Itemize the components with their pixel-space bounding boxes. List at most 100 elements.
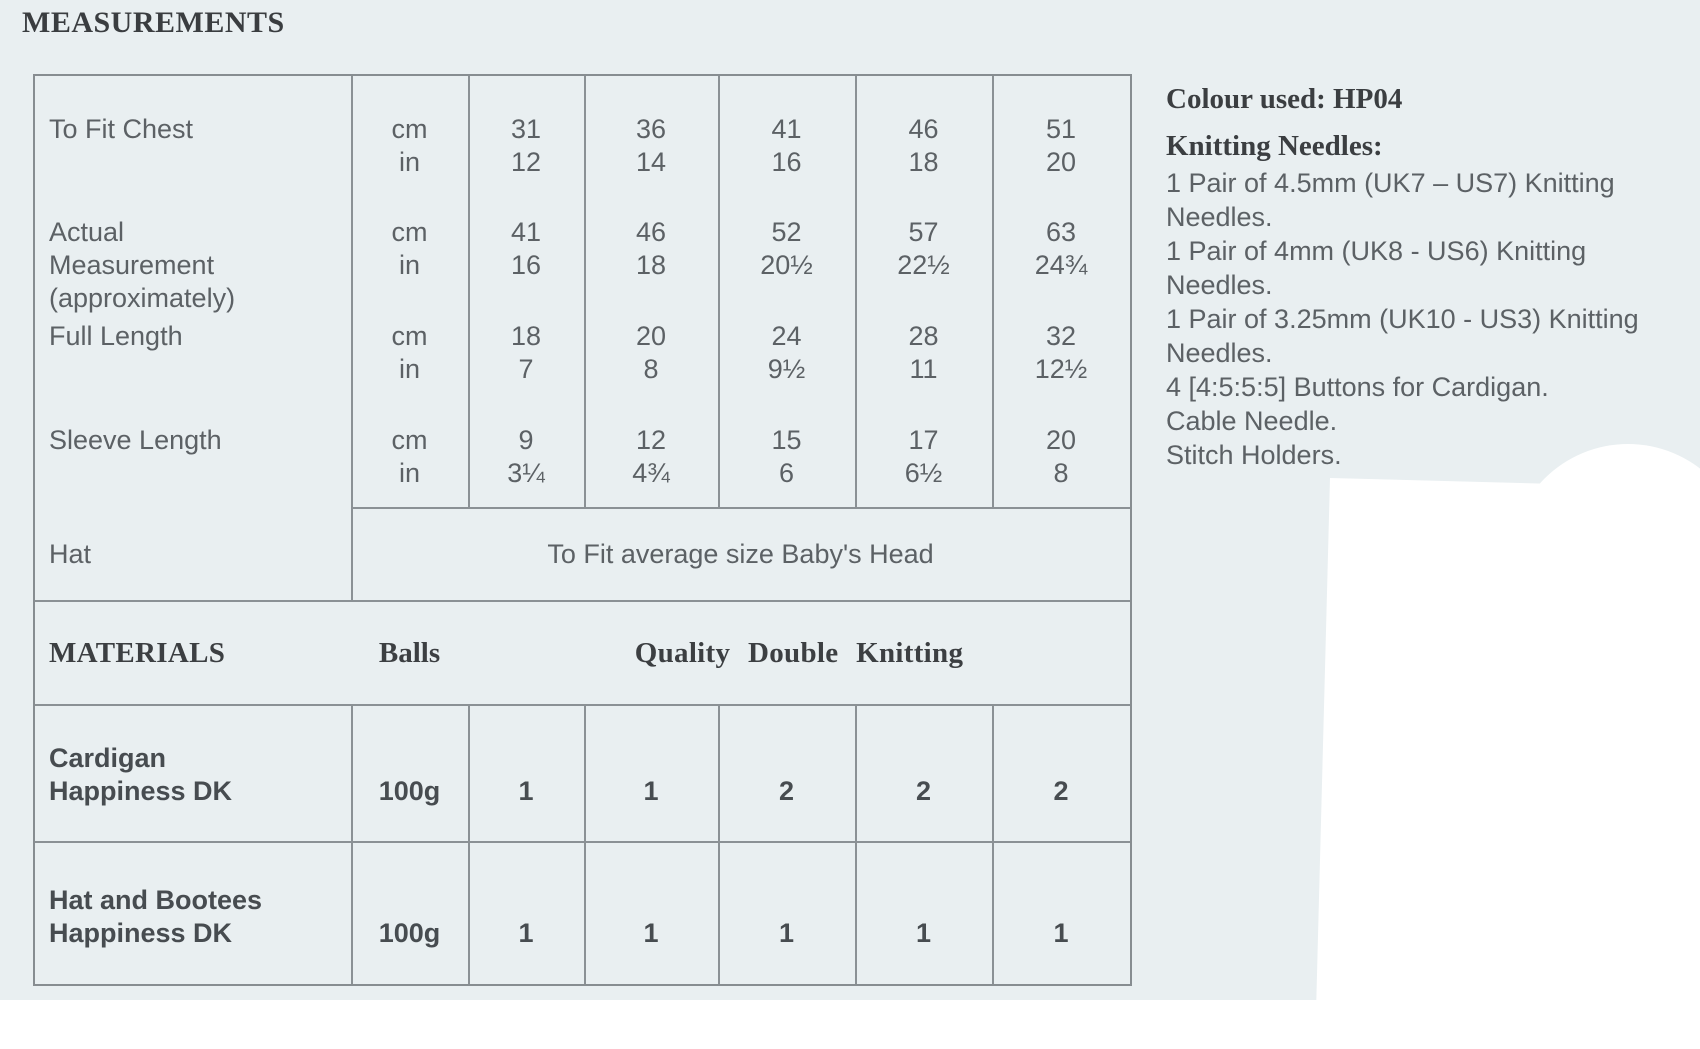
table-hline xyxy=(35,704,1130,706)
colour-used-heading: Colour used: HP04 xyxy=(1166,83,1403,115)
measurement-label: Full Length xyxy=(49,321,183,351)
measurement-value: 41 xyxy=(771,114,802,144)
table-vline xyxy=(468,841,470,984)
measurement-value: 7 xyxy=(518,354,534,384)
material-value: 1 xyxy=(778,918,795,948)
table-vline xyxy=(992,76,994,507)
measurement-value: 16 xyxy=(510,250,542,280)
table-vline xyxy=(718,76,720,507)
measurement-value: 3¼ xyxy=(507,458,545,488)
material-line: Hat and Bootees xyxy=(35,884,1130,916)
measurement-unit: cm xyxy=(391,217,428,247)
measurement-value: 18 xyxy=(510,321,542,351)
measurement-value: 52 xyxy=(771,217,802,247)
measurement-line: Sleeve Length cm 9 12 15 17 20 xyxy=(35,424,1130,456)
measurement-value: 18 xyxy=(908,147,939,177)
table-vline xyxy=(468,704,470,843)
material-value: 2 xyxy=(1053,776,1069,806)
needles-list-line: Stitch Holders. xyxy=(1166,440,1342,470)
measurement-value: 24¾ xyxy=(1034,250,1088,280)
measurement-unit: cm xyxy=(391,321,428,351)
measurement-value: 46 xyxy=(908,114,939,144)
table-hline xyxy=(35,600,1130,602)
measurement-label: Sleeve Length xyxy=(49,425,222,455)
hat-row-value: To Fit average size Baby's Head xyxy=(547,539,934,569)
materials-quality-label: Quality Double Knitting xyxy=(634,636,964,669)
measurement-value: 6½ xyxy=(904,458,943,488)
table-hline xyxy=(35,841,1130,843)
material-label: Hat and Bootees xyxy=(49,885,263,915)
material-value: 1 xyxy=(915,918,932,948)
measurement-unit: in xyxy=(398,147,420,177)
measurement-label: To Fit Chest xyxy=(49,114,194,144)
measurement-value: 11 xyxy=(909,354,938,384)
materials-header-row: MATERIALS Balls Quality Double Knitting xyxy=(35,602,1130,704)
measurement-label: Actual xyxy=(49,217,125,247)
measurement-value: 24 xyxy=(771,321,802,351)
material-value: 1 xyxy=(643,918,659,948)
table-vline xyxy=(351,76,353,507)
needles-list-line: Needles. xyxy=(1166,270,1273,300)
measurement-value: 9½ xyxy=(767,354,806,384)
measurement-unit: cm xyxy=(391,425,428,455)
material-unit: 100g xyxy=(378,776,441,806)
measurement-line: Full Length cm 18 20 24 28 32 xyxy=(35,320,1130,352)
table-vline xyxy=(351,841,353,984)
measurement-unit: in xyxy=(398,250,420,280)
measurement-value: 46 xyxy=(635,217,667,247)
measurements-section: To Fit Chest cm 31 36 41 46 51 in 12 14 16 18 20 Actu… xyxy=(35,76,1130,507)
measurements-table: To Fit Chest cm 31 36 41 46 51 in 12 14 16 18 20 Actu… xyxy=(33,74,1132,986)
hat-row: Hat To Fit average size Baby's Head xyxy=(35,509,1130,600)
table-vline xyxy=(718,841,720,984)
table-vline xyxy=(855,704,857,843)
material-value: 1 xyxy=(518,918,534,948)
measurement-label: Measurement xyxy=(49,250,215,280)
measurement-value: 20 xyxy=(1045,425,1077,455)
knitting-needles-heading: Knitting Needles: xyxy=(1166,130,1383,162)
material-label: Happiness DK xyxy=(49,918,233,948)
table-vline xyxy=(584,704,586,843)
measurement-value: 17 xyxy=(908,425,939,455)
needles-list: 1 Pair of 4.5mm (UK7 – US7) Knitting Need… xyxy=(1166,166,1686,472)
material-value: 1 xyxy=(643,776,659,806)
table-vline xyxy=(351,704,353,843)
table-vline xyxy=(468,76,470,507)
measurement-value: 41 xyxy=(510,217,542,247)
material-label: Happiness DK xyxy=(49,776,233,806)
material-line: Cardigan xyxy=(35,742,1130,774)
measurement-value: 20 xyxy=(635,321,667,351)
measurement-value: 20½ xyxy=(760,250,813,280)
measurement-line: in 12 14 16 18 20 xyxy=(35,146,1130,178)
measurement-value: 9 xyxy=(518,425,534,455)
measurement-value: 20 xyxy=(1045,147,1077,177)
side-panel: Colour used: HP04 Knitting Needles: 1 Pa… xyxy=(1166,82,1686,472)
material-value: 1 xyxy=(1053,918,1069,948)
measurement-value: 51 xyxy=(1045,114,1077,144)
needles-list-line: 1 Pair of 4.5mm (UK7 – US7) Knitting xyxy=(1166,168,1615,198)
scanned-pattern-page: MEASUREMENTS To Fit Chest cm 31 36 41 46 51 in 1… xyxy=(0,0,1700,1000)
measurement-line: To Fit Chest cm 31 36 41 46 51 xyxy=(35,113,1130,145)
measurement-value: 12½ xyxy=(1034,354,1088,384)
measurement-unit: in xyxy=(398,458,420,488)
measurement-value: 32 xyxy=(1045,321,1077,351)
materials-row-cardigan: Cardigan Happiness DK 100g 1 1 2 2 2 xyxy=(35,706,1130,841)
measurement-value: 16 xyxy=(771,147,802,177)
scan-artifact-blob xyxy=(1315,478,1700,1049)
measurement-value: 31 xyxy=(510,114,542,144)
table-vline xyxy=(718,704,720,843)
materials-balls-label: Balls xyxy=(378,636,441,669)
page-title: MEASUREMENTS xyxy=(22,6,285,39)
table-vline xyxy=(992,841,994,984)
materials-title: MATERIALS xyxy=(49,636,226,669)
measurement-line: in 3¼ 4¾ 6 6½ 8 xyxy=(35,457,1130,489)
material-label: Cardigan xyxy=(49,743,167,773)
measurement-value: 28 xyxy=(908,321,939,351)
measurement-value: 6 xyxy=(778,458,795,488)
hat-row-label: Hat xyxy=(49,539,92,569)
needles-list-line: 1 Pair of 4mm (UK8 - US6) Knitting xyxy=(1166,236,1587,266)
material-line: Happiness DK 100g 1 1 1 1 1 xyxy=(35,917,1130,949)
needles-list-line: Needles. xyxy=(1166,202,1273,232)
needles-list-line: Cable Needle. xyxy=(1166,406,1338,436)
material-line: Happiness DK 100g 1 1 2 2 2 xyxy=(35,775,1130,807)
material-value: 1 xyxy=(518,776,534,806)
